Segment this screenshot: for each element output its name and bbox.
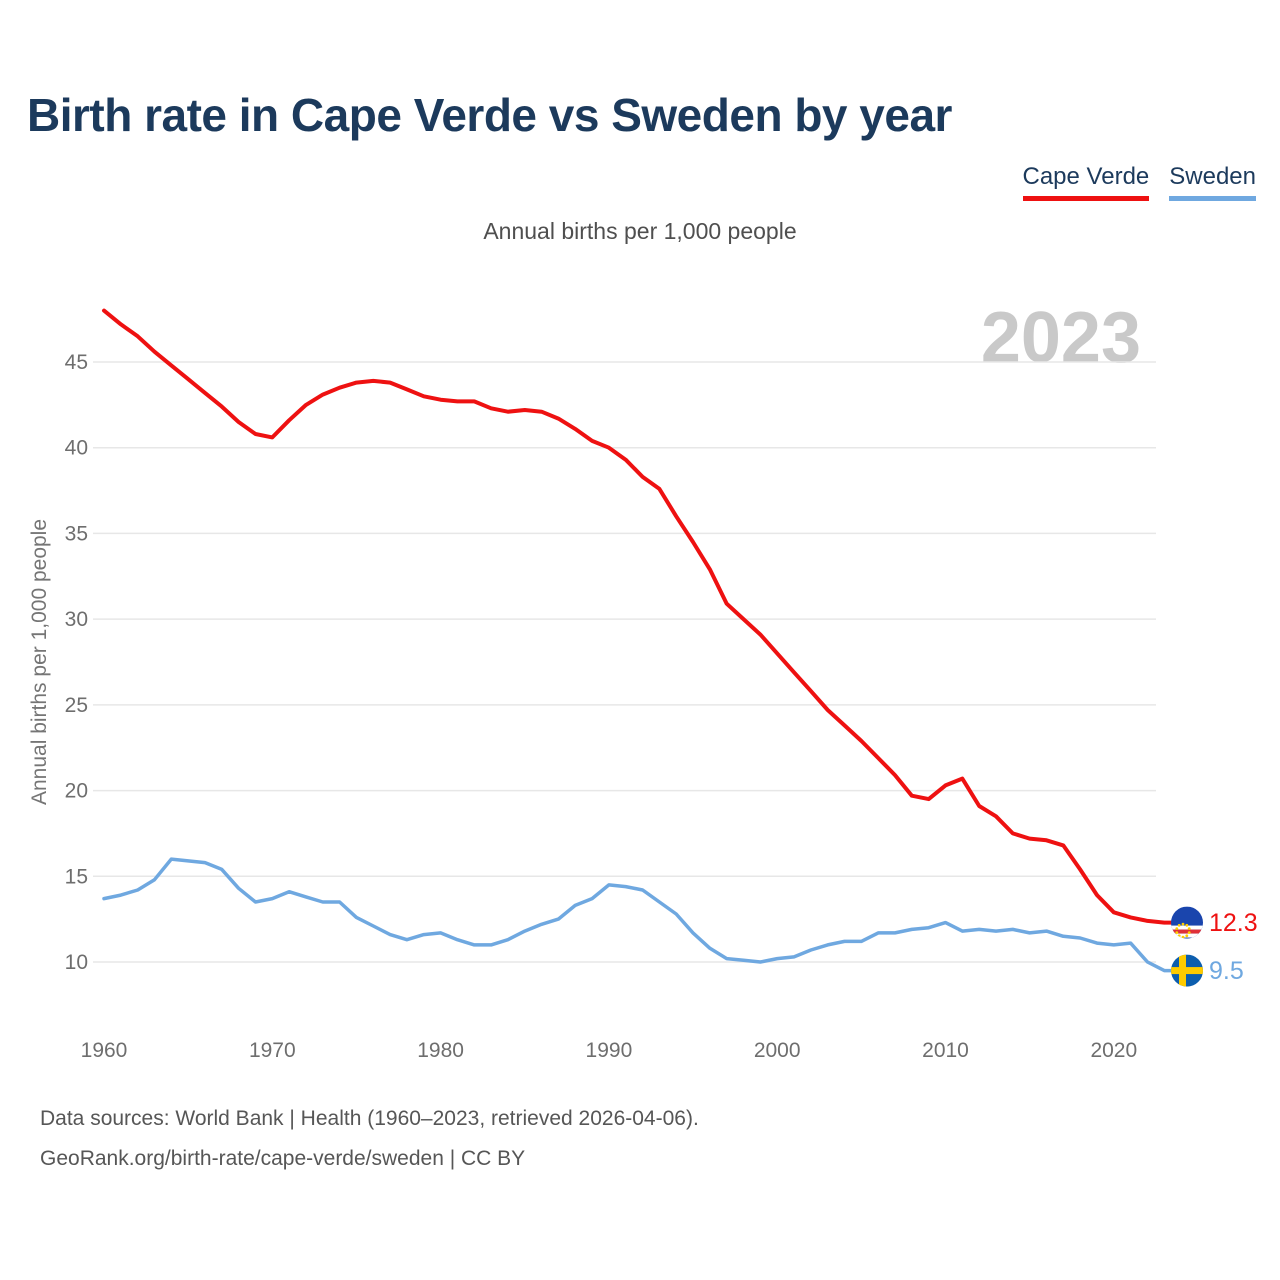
- x-tick-label: 1980: [417, 1039, 464, 1062]
- end-value-label-cape-verde: 12.3: [1209, 909, 1258, 937]
- y-tick-label: 20: [65, 780, 88, 803]
- x-tick-label: 2010: [922, 1039, 969, 1062]
- series-line-cape-verde: [102, 308, 1175, 925]
- watermark-year: 2023: [981, 298, 1141, 378]
- footer: Data sources: World Bank | Health (1960–…: [40, 1099, 699, 1179]
- y-tick-label: 45: [65, 351, 88, 374]
- legend-label-sweden: Sweden: [1169, 163, 1256, 190]
- y-tick-label: 25: [65, 694, 88, 717]
- x-tick-label: 1970: [249, 1039, 296, 1062]
- cape-verde-flag-icon: [1171, 906, 1203, 939]
- y-tick-label: 10: [65, 951, 88, 974]
- x-tick-label: 1960: [81, 1039, 128, 1062]
- legend-item-cape-verde[interactable]: Cape Verde: [1022, 163, 1150, 201]
- sweden-flag-icon: [1171, 954, 1203, 987]
- footer-attribution: GeoRank.org/birth-rate/cape-verde/sweden…: [40, 1147, 526, 1170]
- page-title: Birth rate in Cape Verde vs Sweden by ye…: [27, 89, 952, 141]
- x-tick-label: 2020: [1090, 1039, 1137, 1062]
- y-tick-label: 35: [65, 522, 88, 545]
- legend: Cape Verde Sweden: [1022, 163, 1256, 201]
- y-axis-label: Annual births per 1,000 people: [28, 519, 51, 805]
- x-tick-label: 1990: [586, 1039, 633, 1062]
- y-tick-label: 15: [65, 865, 88, 888]
- y-tick-label: 30: [65, 608, 88, 631]
- x-tick-label: 2000: [754, 1039, 801, 1062]
- gridlines: 10 15 20 25 30 35 40 45: [65, 351, 1156, 974]
- chart-subtitle: Annual births per 1,000 people: [483, 218, 797, 244]
- x-axis-ticks: 1960 1970 1980 1990 2000 2010 2020: [81, 1039, 1138, 1062]
- y-tick-label: 40: [65, 437, 88, 460]
- legend-item-sweden[interactable]: Sweden: [1169, 163, 1256, 201]
- series-line-sweden: [102, 857, 1175, 973]
- legend-label-cape-verde: Cape Verde: [1022, 163, 1150, 190]
- end-value-label-sweden: 9.5: [1209, 957, 1244, 985]
- footer-data-sources: Data sources: World Bank | Health (1960–…: [40, 1107, 699, 1130]
